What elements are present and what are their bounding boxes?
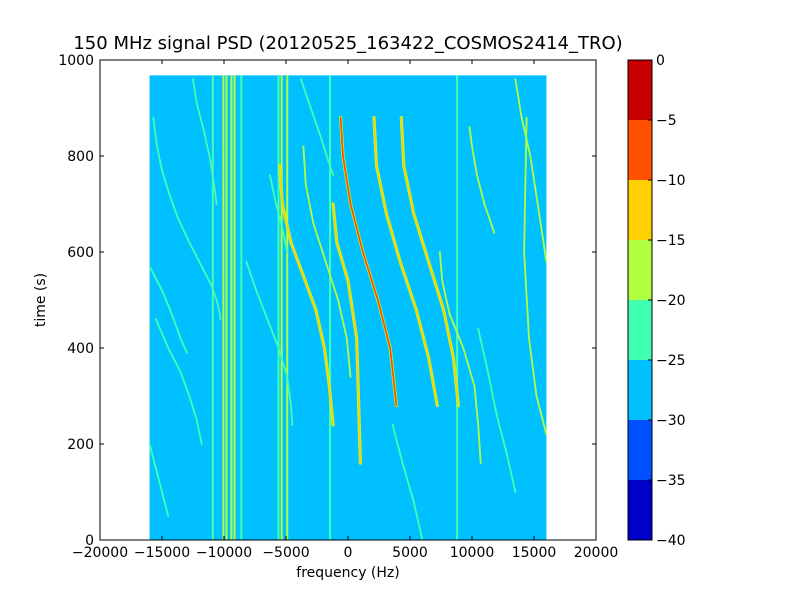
colorbar-tick-label: −5 [656, 113, 677, 129]
signal-track [400, 116, 460, 407]
signal-track [278, 164, 334, 426]
x-tick-label: 0 [344, 545, 353, 561]
signal-track [438, 251, 482, 465]
y-tick-label: 800 [67, 149, 94, 165]
colorbar-bin [628, 240, 652, 300]
y-tick-label: 0 [85, 533, 94, 549]
colorbar-tick-label: −20 [656, 293, 686, 309]
signal-track [192, 78, 218, 205]
colorbar-tick-label: −15 [656, 233, 686, 249]
x-tick-label: −5000 [262, 545, 309, 561]
colorbar-tick-label: −40 [656, 533, 686, 549]
x-tick-label: −20000 [72, 545, 128, 561]
y-tick-label: 600 [67, 245, 94, 261]
colorbar-tick-label: −30 [656, 413, 686, 429]
y-axis-label: time (s) [33, 273, 49, 327]
signal-track [154, 318, 203, 445]
signal-track [152, 116, 222, 321]
y-tick-label: 200 [67, 437, 94, 453]
colorbar-bin [628, 360, 652, 420]
colorbar: 0 −5 −10 −15 −20 −25 −30 −35 −40 [627, 53, 686, 549]
signal-track [391, 423, 424, 540]
signal-track [514, 78, 548, 263]
signal-track [300, 78, 334, 177]
x-tick-label: −10000 [196, 545, 252, 561]
colorbar-bin [628, 120, 652, 180]
signal-track [245, 260, 294, 426]
colorbar-bin [628, 60, 652, 120]
signal-track [302, 145, 352, 378]
x-tick-label: 20000 [574, 545, 619, 561]
signal-track [468, 126, 496, 234]
x-tick-label: 5000 [392, 545, 428, 561]
signal-track [148, 265, 188, 354]
signal-track [269, 174, 289, 253]
signal-track [339, 116, 398, 407]
signal-track [148, 443, 170, 517]
colorbar-tick-label: 0 [656, 53, 665, 69]
signal-track [373, 116, 439, 407]
x-tick-label: 10000 [450, 545, 495, 561]
x-tick-label: 15000 [512, 545, 557, 561]
x-axis: −20000 −15000 −10000 −5000 0 5000 10000 15000 20… [72, 60, 618, 561]
chart-title: 150 MHz signal PSD (20120525_163422_COSM… [73, 33, 622, 54]
signal-track [477, 327, 517, 493]
colorbar-bin [628, 420, 652, 480]
heatmap-background [149, 75, 547, 540]
colorbar-tick-label: −25 [656, 353, 686, 369]
y-tick-label: 1000 [58, 53, 94, 69]
signal-track [523, 116, 548, 436]
x-tick-label: −15000 [134, 545, 190, 561]
colorbar-bin [628, 300, 652, 360]
y-tick-label: 400 [67, 341, 94, 357]
y-axis: 0 200 400 600 800 1000 [58, 53, 596, 549]
colorbar-bin [628, 480, 652, 540]
signal-track [332, 203, 362, 465]
x-axis-label: frequency (Hz) [296, 565, 399, 581]
colorbar-tick-label: −10 [656, 173, 686, 189]
colorbar-bin [628, 180, 652, 240]
colorbar-tick-label: −35 [656, 473, 686, 489]
heatmap [148, 75, 548, 540]
